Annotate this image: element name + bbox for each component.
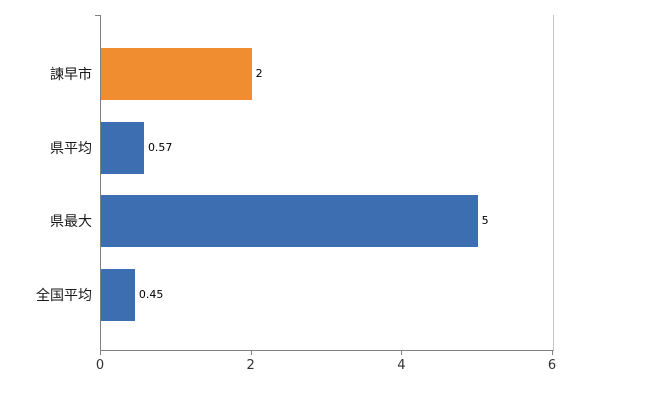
bar-value-label-2: 5	[481, 214, 489, 228]
bar-0	[101, 47, 252, 100]
bar-value-label-3: 0.45	[138, 288, 164, 302]
bar-2	[101, 195, 478, 248]
value-axis-tick-2	[401, 351, 403, 355]
bar-value-label-1: 0.57	[147, 140, 173, 154]
value-axis-tick-0	[100, 351, 101, 355]
value-axis-label-0: 0	[95, 358, 105, 373]
value-axis-tick-1	[250, 351, 252, 355]
value-axis-label-2: 4	[397, 358, 406, 373]
plot-area: 2 0.57 5 0.45	[100, 15, 554, 351]
value-axis-tick-3	[552, 351, 553, 355]
category-axis-tick	[95, 15, 100, 16]
category-label-1: 県平均	[50, 140, 92, 157]
category-label-0: 諫早市	[50, 66, 92, 83]
value-axis-label-3: 6	[547, 358, 557, 373]
bar-1	[101, 121, 144, 174]
bar-value-label-0: 2	[255, 66, 263, 80]
bar-3	[101, 269, 135, 322]
value-axis-label-1: 2	[246, 358, 255, 373]
category-label-2: 県最大	[50, 214, 92, 231]
category-label-3: 全国平均	[36, 288, 92, 305]
